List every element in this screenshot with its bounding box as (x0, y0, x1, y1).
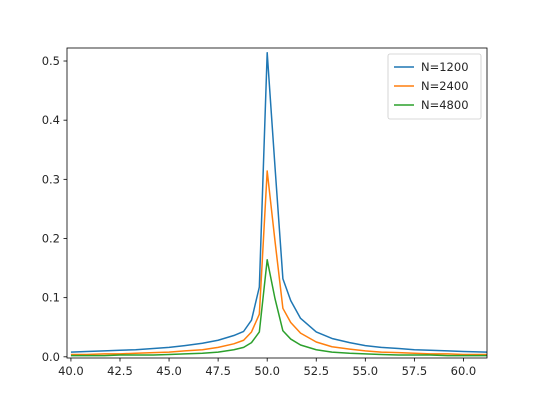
x-tick-label: 50.0 (254, 364, 280, 378)
series-line-3 (70, 259, 487, 357)
legend-box (387, 53, 482, 120)
x-tick-label: 60.0 (451, 364, 477, 378)
y-tick-label: 0.2 (42, 231, 60, 245)
x-tick-label: 42.5 (107, 364, 133, 378)
legend: N=1200 N=2400 N=4800 (387, 53, 482, 120)
axes-frame (66, 47, 488, 359)
series-line-1 (70, 51, 487, 353)
legend-label-1: N=1200 (421, 60, 469, 74)
y-tick-label: 0.0 (42, 350, 60, 364)
x-tick-label: 47.5 (205, 364, 231, 378)
y-tick-label: 0.4 (42, 113, 60, 127)
x-tick-label: 57.5 (402, 364, 428, 378)
series-layer (70, 51, 487, 357)
x-tick-label: 45.0 (156, 364, 182, 378)
x-tick-label: 52.5 (303, 364, 329, 378)
series-line-2 (70, 170, 487, 356)
y-tick-label: 0.1 (42, 291, 60, 305)
axes-layer: 40.0 42.5 45.0 47.5 50.0 52.5 55.0 57.5 60.0 0.0 0… (42, 47, 488, 378)
x-tick-label: 40.0 (58, 364, 84, 378)
y-tick-label: 0.3 (42, 172, 60, 186)
legend-label-2: N=2400 (421, 79, 469, 93)
y-tick-label: 0.5 (42, 54, 60, 68)
legend-label-3: N=4800 (421, 98, 469, 112)
x-tick-label: 55.0 (353, 364, 379, 378)
